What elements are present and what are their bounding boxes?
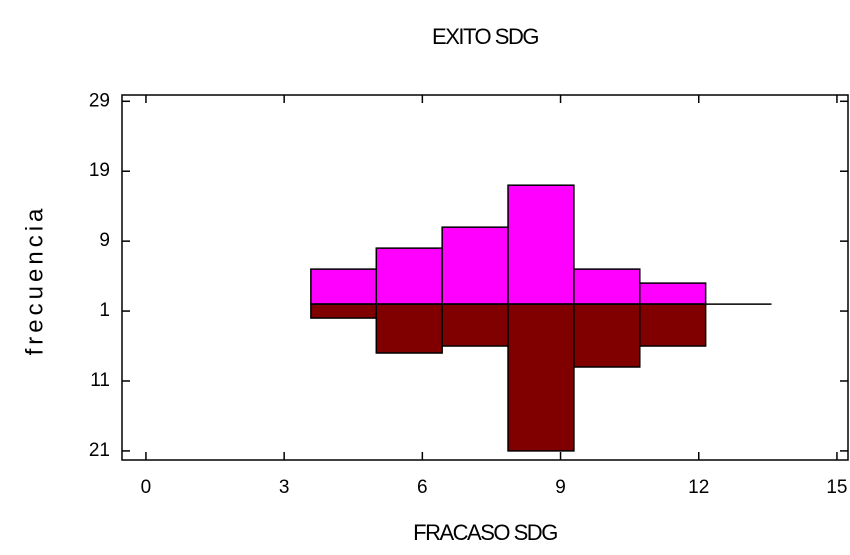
x-tick-label: 9 [555, 477, 566, 498]
x-tick-label: 0 [141, 477, 152, 498]
histogram-bar [441, 303, 509, 347]
chart-title: EXITO SDG [432, 24, 538, 49]
x-tick-label: 3 [279, 477, 290, 498]
histogram-bar [441, 226, 509, 305]
x-tick-label: 15 [826, 477, 847, 498]
histogram-bar [507, 303, 575, 452]
histogram-bar [375, 247, 443, 305]
x-tick-label: 6 [417, 477, 428, 498]
histogram-bar [639, 303, 707, 347]
histogram-bar [573, 268, 641, 305]
y-tick-label: 21 [89, 440, 110, 461]
histogram-bar [310, 268, 378, 305]
x-axis-label: FRACASO SDG [413, 520, 557, 545]
plot-frame [121, 94, 849, 461]
y-tick-label: 1 [99, 300, 110, 321]
histogram-bar [573, 303, 641, 368]
histogram-bar [639, 282, 707, 305]
y-tick-label: 11 [90, 370, 110, 391]
y-axis-label: frecuencia [21, 205, 48, 356]
x-tick-label: 12 [688, 477, 709, 498]
y-tick-label: 9 [99, 230, 110, 251]
y-tick-label: 29 [89, 90, 110, 111]
histogram-bar [507, 184, 575, 305]
y-tick-label: 19 [89, 160, 110, 181]
histogram-bar [375, 303, 443, 354]
histogram-bar [310, 303, 378, 319]
